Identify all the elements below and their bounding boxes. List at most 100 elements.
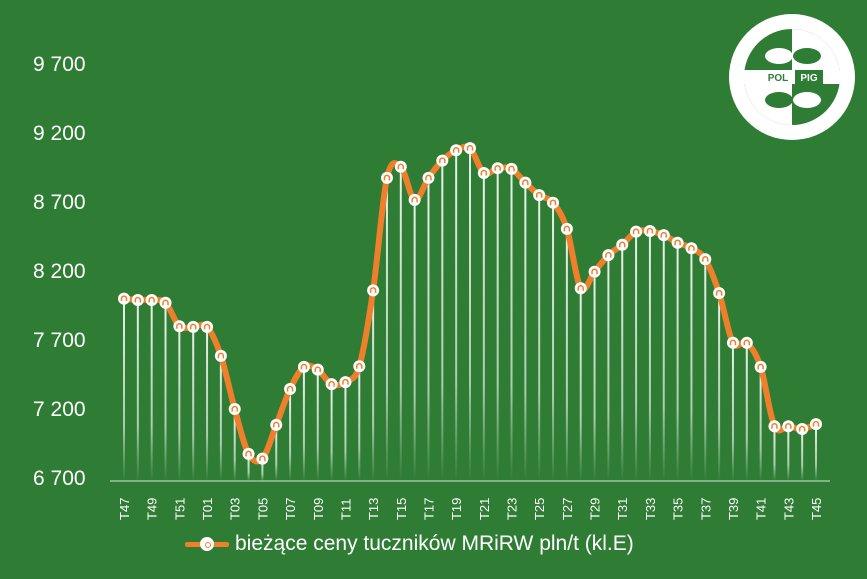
data-point bbox=[740, 336, 753, 349]
data-point bbox=[602, 249, 615, 262]
drop-line bbox=[399, 166, 402, 481]
legend-label: bieżące ceny tuczników MRiRW pln/t (kl.E… bbox=[235, 532, 634, 555]
data-point bbox=[270, 418, 283, 431]
data-point bbox=[505, 162, 518, 175]
data-point bbox=[796, 423, 809, 436]
data-point bbox=[560, 222, 573, 235]
drop-line bbox=[510, 168, 513, 481]
y-tick-label: 6 700 bbox=[33, 467, 86, 490]
data-point bbox=[533, 189, 546, 202]
data-point bbox=[491, 162, 504, 175]
data-point bbox=[588, 265, 601, 278]
drop-line bbox=[524, 182, 527, 481]
drop-line bbox=[455, 150, 458, 481]
data-point bbox=[380, 171, 393, 184]
data-point bbox=[311, 363, 324, 376]
data-point bbox=[145, 293, 158, 306]
data-point bbox=[768, 420, 781, 433]
legend-swatch-icon bbox=[185, 534, 229, 554]
y-tick-label: 8 700 bbox=[33, 191, 86, 214]
data-point bbox=[297, 360, 310, 373]
drop-line bbox=[801, 429, 804, 481]
data-point bbox=[782, 420, 795, 433]
drop-line bbox=[635, 231, 638, 481]
data-point bbox=[685, 242, 698, 255]
data-point bbox=[699, 253, 712, 266]
x-tick-label: T19 bbox=[449, 498, 464, 520]
x-tick-label: T07 bbox=[283, 498, 298, 520]
drop-line bbox=[482, 173, 485, 481]
drop-line bbox=[676, 242, 679, 481]
data-point bbox=[228, 403, 241, 415]
x-tick-label: T05 bbox=[255, 498, 270, 520]
drop-line bbox=[192, 326, 195, 481]
drop-line bbox=[385, 177, 388, 481]
data-point bbox=[131, 293, 144, 306]
x-tick-label: T03 bbox=[228, 498, 243, 520]
svg-text:POL: POL bbox=[768, 73, 789, 84]
drop-line bbox=[344, 382, 347, 481]
svg-text:PIG: PIG bbox=[800, 73, 817, 84]
data-point bbox=[630, 225, 643, 238]
drop-line bbox=[773, 426, 776, 481]
drop-line bbox=[648, 230, 651, 481]
data-point bbox=[256, 452, 269, 465]
data-point bbox=[242, 447, 255, 460]
data-point bbox=[353, 360, 366, 373]
drop-line bbox=[233, 409, 236, 481]
x-tick-label: T09 bbox=[311, 498, 326, 520]
x-tick-label: T17 bbox=[421, 498, 436, 520]
x-tick-label: T21 bbox=[477, 498, 492, 520]
data-point bbox=[671, 236, 684, 249]
drop-line bbox=[247, 453, 250, 481]
drop-line bbox=[745, 342, 748, 481]
x-tick-label: T45 bbox=[809, 498, 824, 520]
drop-line bbox=[136, 299, 139, 481]
data-point bbox=[574, 282, 587, 295]
x-tick-label: T47 bbox=[117, 498, 132, 520]
data-point bbox=[408, 193, 421, 206]
x-tick-label: T49 bbox=[145, 498, 160, 520]
x-tick-label: T27 bbox=[560, 498, 575, 520]
drop-line bbox=[787, 426, 790, 481]
drop-line bbox=[662, 235, 665, 481]
y-tick-label: 7 200 bbox=[33, 398, 86, 421]
x-tick-label: T51 bbox=[172, 498, 187, 520]
x-tick-label: T11 bbox=[338, 499, 353, 520]
data-point bbox=[367, 284, 380, 297]
x-tick-label: T29 bbox=[588, 498, 603, 520]
x-tick-label: T33 bbox=[643, 498, 658, 520]
drop-line bbox=[219, 355, 222, 481]
data-point bbox=[643, 224, 656, 237]
x-tick-label: T43 bbox=[781, 498, 796, 520]
data-markers bbox=[118, 142, 822, 465]
data-point bbox=[477, 167, 490, 180]
data-point bbox=[394, 160, 407, 173]
drop-line bbox=[302, 366, 305, 481]
drop-line bbox=[815, 424, 817, 481]
data-point bbox=[436, 154, 449, 167]
drop-line bbox=[621, 244, 624, 481]
data-point bbox=[547, 196, 560, 209]
drop-line bbox=[275, 424, 278, 481]
drop-line bbox=[552, 202, 555, 481]
drop-line bbox=[178, 326, 181, 481]
drop-line bbox=[372, 290, 375, 481]
polpig-logo: POL PIG bbox=[727, 12, 857, 142]
drop-line bbox=[538, 195, 541, 481]
x-tick-label: T35 bbox=[671, 498, 686, 520]
x-tick-label: T25 bbox=[532, 498, 547, 520]
drop-line bbox=[718, 293, 721, 481]
data-point bbox=[754, 360, 767, 373]
drop-line bbox=[427, 177, 430, 481]
drop-line bbox=[164, 302, 167, 481]
drop-line bbox=[704, 259, 707, 481]
drop-line bbox=[607, 255, 610, 481]
drop-line bbox=[289, 388, 292, 481]
drop-line bbox=[330, 384, 333, 481]
data-point bbox=[173, 320, 186, 333]
drop-line bbox=[690, 248, 693, 481]
data-point bbox=[159, 296, 172, 309]
data-point bbox=[422, 171, 435, 184]
